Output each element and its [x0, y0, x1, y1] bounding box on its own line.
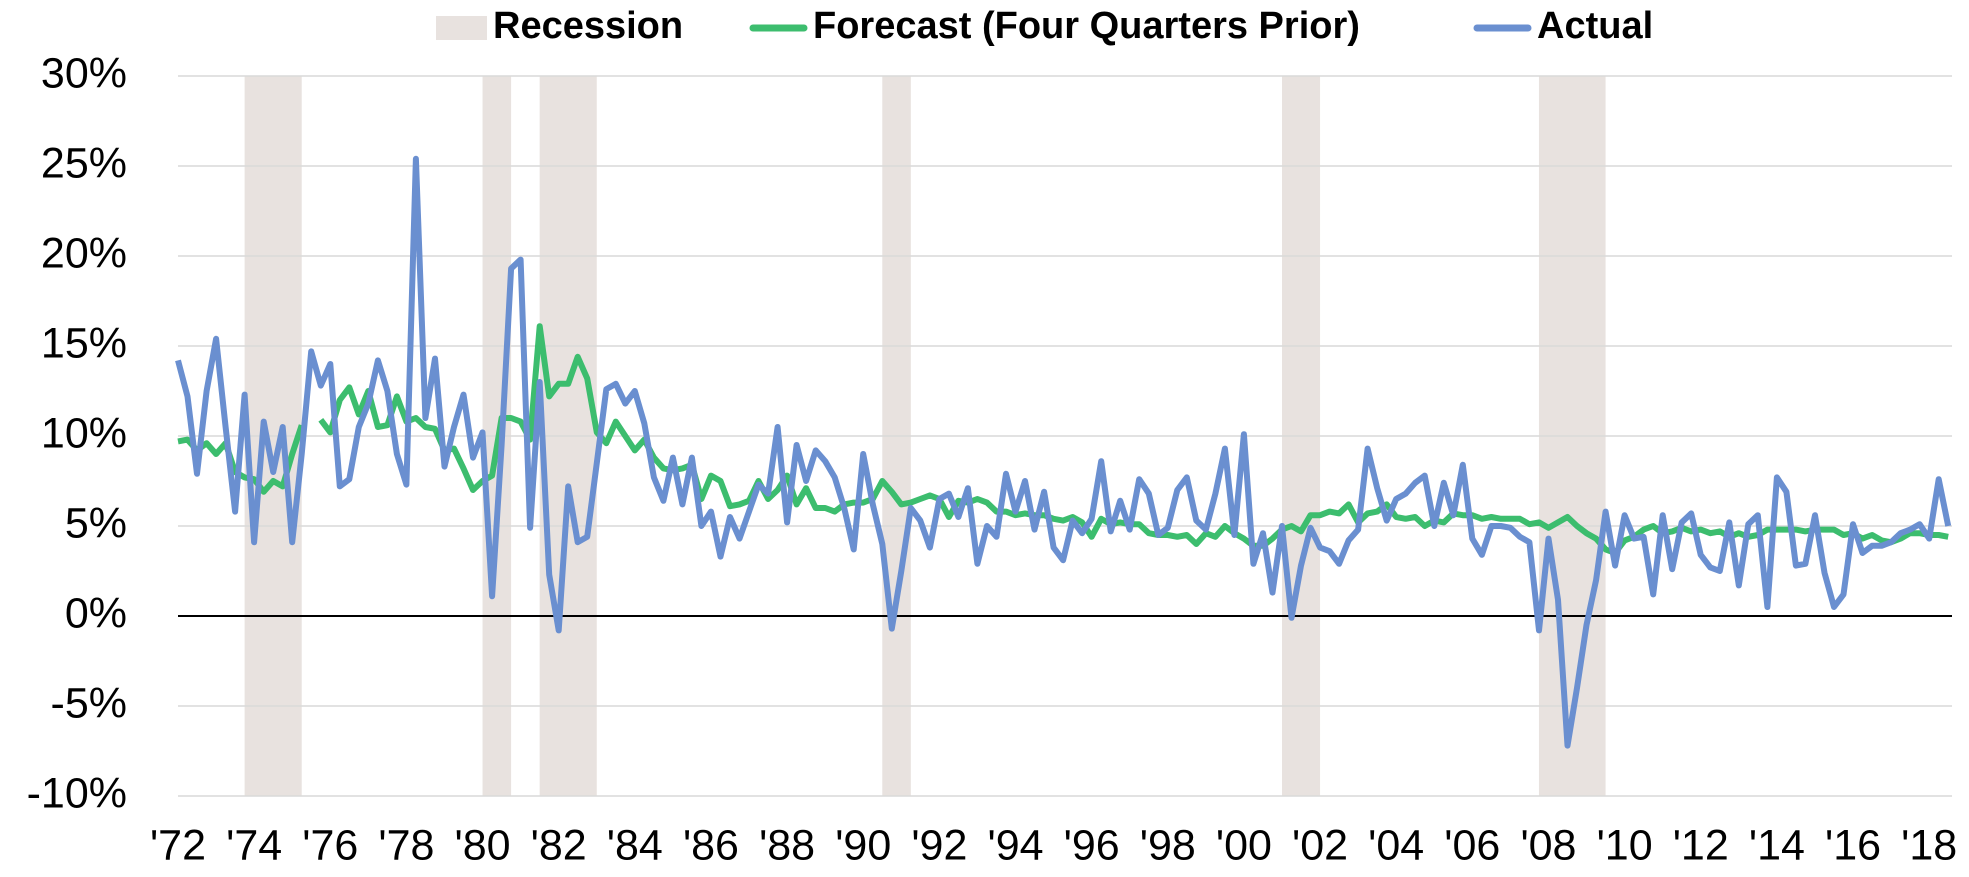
- y-tick-label: 15%: [41, 319, 127, 367]
- y-tick-label: -10%: [27, 769, 127, 817]
- x-tick-label: '92: [911, 821, 967, 869]
- x-tick-label: '82: [531, 821, 587, 869]
- x-tick-label: '00: [1216, 821, 1272, 869]
- x-tick-label: '02: [1292, 821, 1348, 869]
- x-tick-label: '76: [302, 821, 358, 869]
- y-tick-label: 30%: [41, 49, 127, 97]
- y-tick-label: 0%: [65, 589, 127, 637]
- legend-label: Actual: [1537, 5, 1653, 47]
- x-tick-label: '18: [1901, 821, 1957, 869]
- legend-label: Forecast (Four Quarters Prior): [813, 5, 1360, 47]
- y-tick-label: 25%: [41, 139, 127, 187]
- x-tick-label: '16: [1825, 821, 1881, 869]
- y-tick-label: 20%: [41, 229, 127, 277]
- x-tick-label: '74: [226, 821, 282, 869]
- x-tick-label: '10: [1597, 821, 1653, 869]
- x-tick-label: '78: [378, 821, 434, 869]
- x-tick-label: '08: [1520, 821, 1576, 869]
- series-line: [175, 155, 1952, 749]
- x-tick-label: '04: [1368, 821, 1424, 869]
- x-tick-label: '98: [1140, 821, 1196, 869]
- x-tick-label: '14: [1749, 821, 1805, 869]
- y-tick-label: 10%: [41, 409, 127, 457]
- x-tick-label: '80: [455, 821, 511, 869]
- legend-swatch: [436, 16, 487, 40]
- y-tick-label: -5%: [51, 679, 127, 727]
- x-tick-label: '86: [683, 821, 739, 869]
- x-tick-label: '84: [607, 821, 663, 869]
- x-tick-label: '88: [759, 821, 815, 869]
- x-tick-label: '12: [1673, 821, 1729, 869]
- legend-label: Recession: [493, 5, 683, 47]
- x-tick-label: '96: [1064, 821, 1120, 869]
- y-tick-label: 5%: [65, 499, 127, 547]
- x-tick-label: '90: [835, 821, 891, 869]
- x-tick-label: '94: [987, 821, 1043, 869]
- x-tick-label: '06: [1444, 821, 1500, 869]
- x-tick-label: '72: [150, 821, 206, 869]
